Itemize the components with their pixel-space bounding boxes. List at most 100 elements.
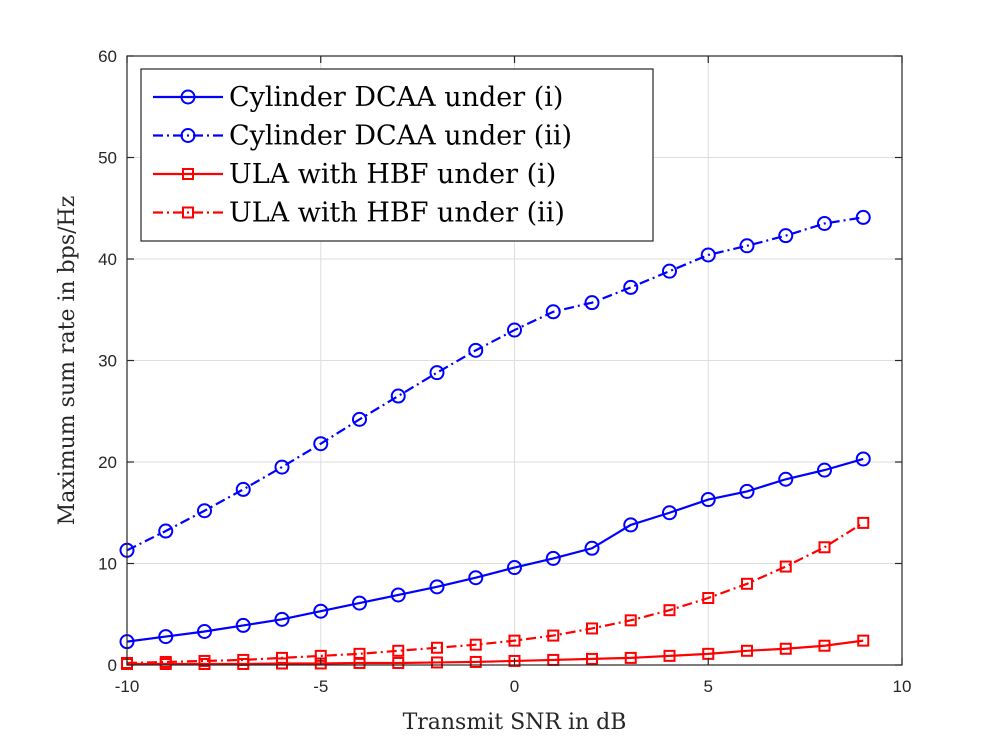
data-point	[586, 652, 598, 665]
y-tick-label: 0	[108, 656, 117, 675]
data-point	[857, 516, 870, 529]
data-point	[624, 651, 637, 664]
data-point	[313, 436, 329, 452]
series-line	[126, 521, 864, 665]
data-point	[778, 228, 794, 244]
legend-label: ULA with HBF under (i)	[229, 159, 556, 190]
data-point	[158, 523, 174, 539]
data-point	[662, 505, 677, 521]
data-point	[624, 614, 637, 627]
data-point	[352, 411, 367, 427]
x-tick-label: -10	[115, 677, 140, 696]
x-tick-label: 10	[893, 677, 912, 696]
data-point	[235, 481, 251, 497]
data-point	[431, 641, 443, 654]
data-point	[468, 342, 484, 358]
data-point	[817, 462, 832, 478]
data-point	[739, 238, 755, 254]
data-point	[198, 654, 211, 667]
axes	[126, 55, 903, 666]
data-point	[584, 295, 600, 311]
plot-series	[119, 209, 871, 670]
legend-box	[140, 68, 654, 242]
data-point	[507, 560, 522, 576]
data-point	[431, 656, 443, 669]
legend-marker	[182, 168, 194, 180]
data-point	[623, 517, 639, 533]
data-point	[392, 656, 405, 669]
x-axis-title: Transmit SNR in dB	[403, 710, 627, 735]
legend-marker	[180, 89, 196, 105]
y-tick-label: 20	[98, 453, 117, 472]
data-point	[739, 483, 755, 499]
data-point	[818, 639, 831, 652]
data-point	[700, 247, 716, 263]
y-tick-label: 60	[98, 47, 117, 66]
data-point	[623, 279, 639, 295]
data-point	[857, 634, 870, 647]
data-point	[159, 655, 172, 668]
legend-label: ULA with HBF under (ii)	[229, 198, 565, 229]
legend-marker	[180, 128, 196, 143]
data-point	[741, 577, 753, 590]
y-tick-label: 30	[98, 352, 117, 371]
data-point	[158, 629, 174, 645]
data-point	[353, 647, 366, 660]
data-point	[390, 587, 406, 603]
legend-item: Cylinder DCAA under (ii)	[153, 121, 572, 152]
y-tick-labels: 0 10 20 30 40 50 60	[98, 47, 117, 675]
data-point	[663, 649, 676, 662]
data-point	[662, 263, 677, 279]
data-point	[508, 634, 521, 647]
y-tick-label: 10	[98, 555, 117, 574]
data-point	[700, 492, 716, 508]
data-point	[779, 642, 792, 655]
data-point	[508, 654, 521, 667]
legend-label: Cylinder DCAA under (i)	[229, 82, 563, 113]
y-axis-title: Maximum sum rate in bps/Hz	[55, 196, 80, 526]
data-point	[468, 570, 484, 586]
legend-marker	[182, 206, 194, 219]
data-point	[274, 459, 290, 475]
data-point	[429, 579, 445, 595]
data-point	[545, 304, 561, 320]
data-point	[855, 209, 871, 225]
data-point	[197, 503, 212, 519]
data-point	[545, 550, 561, 566]
series-1	[119, 451, 871, 650]
data-point	[817, 215, 832, 231]
data-point	[469, 655, 482, 668]
data-point	[702, 592, 715, 605]
x-tick-label: -5	[313, 677, 328, 696]
data-point	[429, 365, 445, 381]
series-line	[127, 639, 864, 666]
data-point	[663, 604, 676, 617]
data-point	[547, 629, 560, 642]
y-tick-label: 40	[98, 250, 117, 269]
data-point	[586, 622, 598, 635]
data-point	[818, 541, 831, 554]
data-point	[741, 644, 753, 657]
data-point	[507, 322, 522, 338]
data-point	[855, 451, 871, 467]
series-2	[119, 209, 871, 558]
legend-item: ULA with HBF under (ii)	[153, 198, 565, 229]
data-point	[778, 471, 794, 487]
x-tick-label: 5	[704, 677, 713, 696]
legend-item: ULA with HBF under (i)	[153, 159, 556, 190]
x-tick-label: 0	[510, 677, 519, 696]
data-point	[274, 611, 290, 627]
data-point	[779, 560, 792, 573]
x-tick-labels: -10 -5 0 5 10	[115, 677, 912, 696]
y-tick-label: 50	[98, 149, 117, 168]
data-point	[584, 540, 600, 556]
data-point	[392, 644, 405, 657]
legend-item: Cylinder DCAA under (i)	[153, 82, 563, 113]
data-point	[352, 595, 367, 611]
data-point	[469, 638, 482, 651]
data-point	[235, 617, 251, 633]
legend: Cylinder DCAA under (i) Cylinder DCAA und…	[140, 68, 654, 242]
legend-label: Cylinder DCAA under (ii)	[229, 121, 572, 152]
